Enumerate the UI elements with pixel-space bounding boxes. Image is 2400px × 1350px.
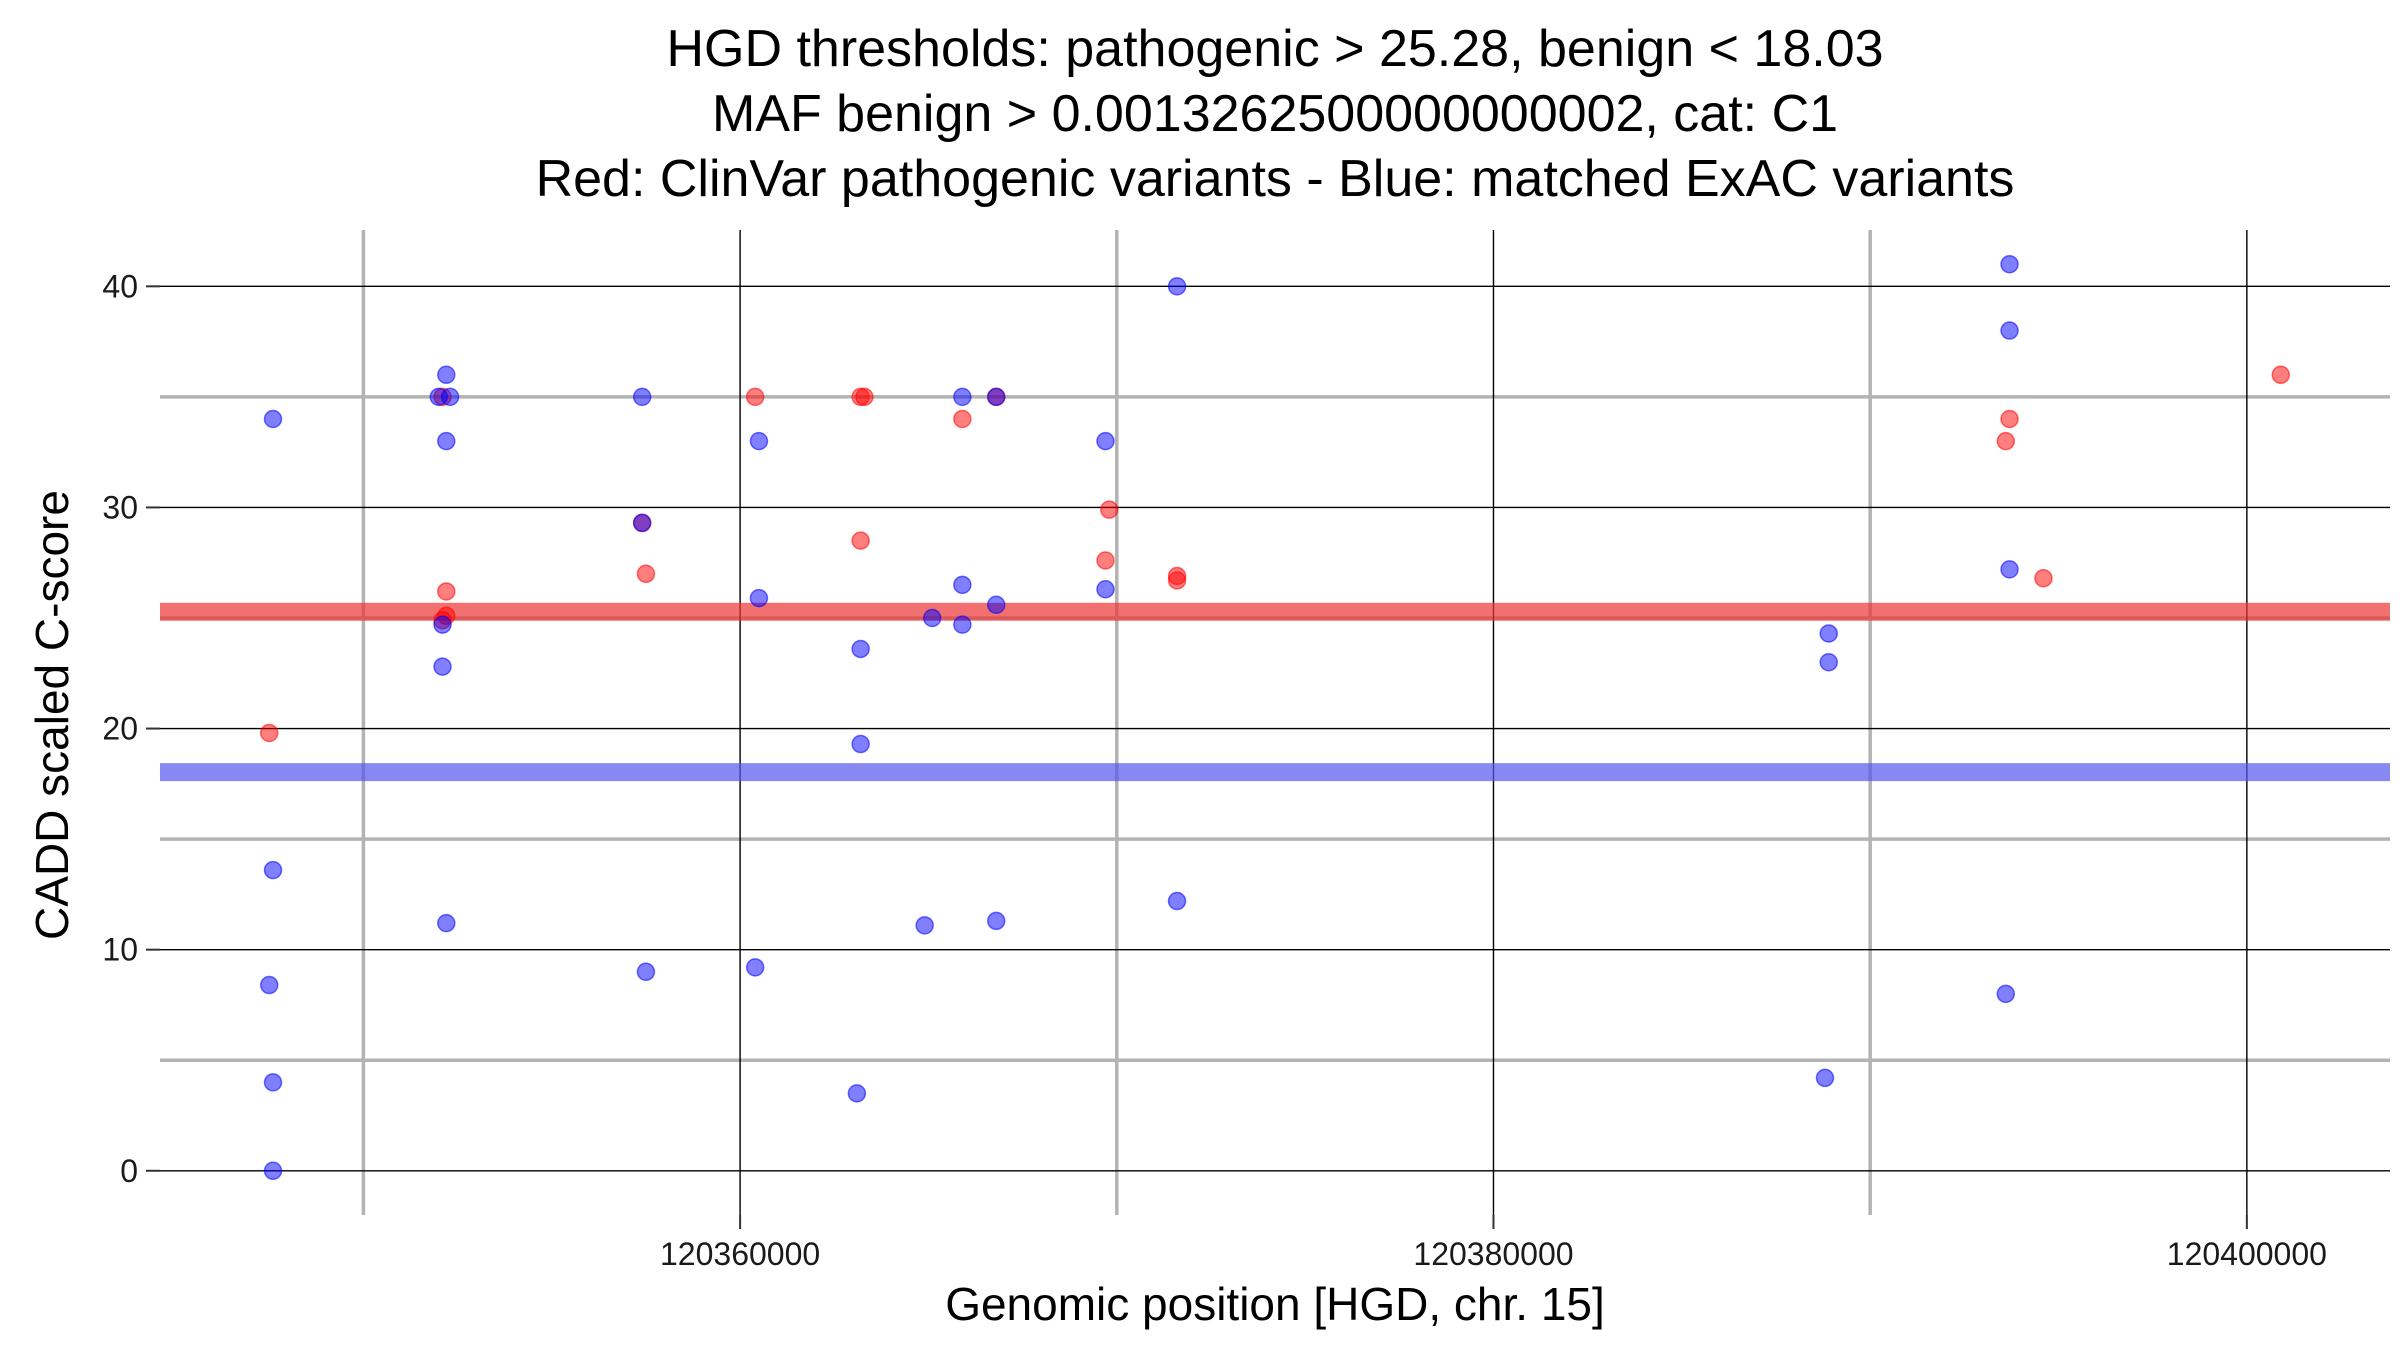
y-tick-label: 30	[102, 489, 138, 525]
chart-title-line-3: Red: ClinVar pathogenic variants - Blue:…	[536, 150, 2015, 208]
exac-point	[1819, 652, 1838, 672]
exac-point	[987, 911, 1006, 931]
pathogenic-point	[1167, 571, 1187, 590]
exac-point	[259, 975, 279, 995]
y-axis-title: CADD scaled C-score	[26, 490, 78, 940]
pathogenic-point	[855, 387, 874, 407]
pathogenic-point	[636, 564, 656, 584]
y-tick-label: 10	[102, 932, 138, 968]
pathogenic-point	[745, 387, 765, 407]
exac-point	[437, 913, 456, 933]
exac-point	[2000, 560, 2019, 579]
exac-point	[1096, 431, 1115, 451]
exac-point	[953, 387, 972, 407]
exac-point	[263, 1161, 283, 1181]
exac-point	[749, 431, 769, 451]
exac-point	[1815, 1068, 1835, 1088]
pathogenic-point	[2271, 365, 2291, 385]
exac-point	[2000, 321, 2019, 340]
exac-point	[437, 365, 456, 385]
x-axis-title: Genomic position [HGD, chr. 15]	[945, 1278, 1605, 1330]
exac-point	[433, 615, 452, 634]
exac-point	[636, 962, 656, 982]
exac-point	[847, 1084, 867, 1103]
exac-point	[851, 639, 870, 659]
exac-point	[1167, 277, 1187, 296]
exac-point	[1819, 624, 1838, 643]
pathogenic-point	[1996, 431, 2016, 451]
exac-point	[922, 608, 942, 628]
chart-title-line-2: MAF benign > 0.0013262500000000002, cat:…	[712, 85, 1838, 143]
exac-point	[437, 431, 456, 451]
x-tick-label: 120400000	[2167, 1236, 2327, 1272]
exac-point	[263, 409, 283, 429]
exac-point	[1096, 580, 1115, 599]
pathogenic-point	[851, 531, 870, 550]
exac-point	[745, 958, 765, 977]
pathogenic-point	[953, 409, 972, 429]
exac-point	[915, 916, 934, 935]
y-tick-label: 0	[120, 1153, 138, 1189]
chart-title-line-1: HGD thresholds: pathogenic > 25.28, beni…	[666, 20, 1883, 78]
plot-area: 0 10 20 30 40 120360000 120380000 120400000	[102, 230, 2390, 1272]
exac-point	[953, 575, 972, 595]
exac-point	[632, 387, 652, 407]
exac-point	[987, 387, 1006, 407]
x-tick-label: 120380000	[1413, 1236, 1573, 1272]
y-tick-label: 20	[102, 711, 138, 747]
exac-point	[1167, 891, 1187, 911]
exac-point	[1996, 984, 2016, 1004]
pathogenic-point	[2000, 409, 2019, 429]
exac-point	[433, 657, 452, 676]
exac-point	[263, 860, 283, 880]
exac-point	[632, 513, 652, 533]
pathogenic-point	[2034, 568, 2053, 588]
exac-point	[851, 734, 870, 754]
pathogenic-point	[259, 723, 279, 743]
exac-point	[987, 595, 1006, 614]
pathogenic-point	[1096, 551, 1115, 570]
exac-point	[749, 588, 769, 608]
exac-point	[263, 1073, 283, 1092]
exac-point	[953, 615, 972, 634]
exac-point	[440, 387, 460, 407]
pathogenic-point	[1100, 500, 1119, 519]
x-tick-label: 120360000	[660, 1236, 820, 1272]
exac-point	[2000, 254, 2019, 274]
pathogenic-point	[437, 582, 456, 601]
y-tick-label: 40	[102, 268, 138, 304]
